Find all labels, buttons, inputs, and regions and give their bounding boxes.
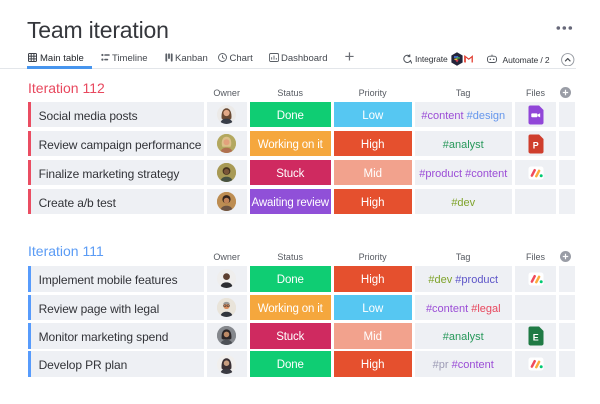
svg-text:P: P (532, 140, 538, 150)
svg-text:E: E (532, 333, 538, 343)
